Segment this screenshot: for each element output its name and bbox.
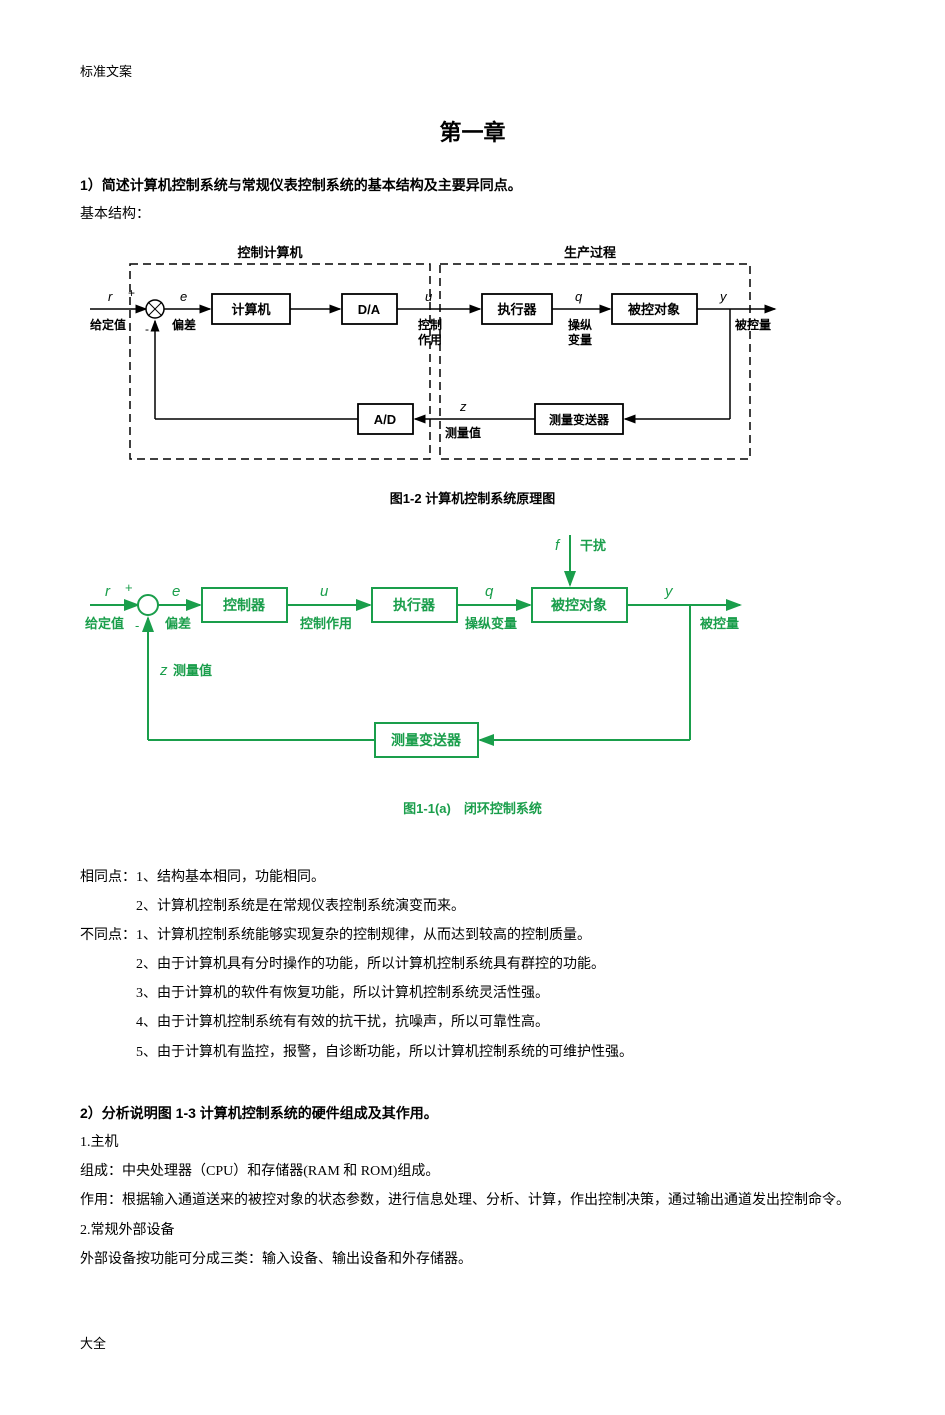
svg-text:r: r [105,583,111,600]
svg-text:执行器: 执行器 [393,597,436,613]
svg-text:+: + [125,580,133,595]
svg-text:被控量: 被控量 [699,616,739,631]
diagram-2: f 干扰 r + 给定值 - e 偏差 控制器 u 控制作用 执行器 q 操纵变… [80,530,865,789]
q2-s2-body: 外部设备按功能可分成三类：输入设备、输出设备和外存储器。 [80,1247,865,1272]
svg-text:z: z [159,662,168,679]
svg-text:q: q [485,583,494,600]
svg-text:u: u [320,583,329,600]
d1-caption: 图1-2 计算机控制系统原理图 [80,487,865,510]
diff-2: 3、由于计算机的软件有恢复功能，所以计算机控制系统灵活性强。 [80,981,865,1006]
svg-text:e: e [180,289,187,304]
diff-4: 5、由于计算机有监控，报警，自诊断功能，所以计算机控制系统的可维护性强。 [80,1040,865,1065]
d2-caption: 图1-1(a) 闭环控制系统 [80,797,865,820]
svg-text:计算机: 计算机 [231,302,270,317]
svg-text:e: e [172,583,180,600]
svg-text:A/D: A/D [374,412,396,427]
same-0: 相同点：1、结构基本相同，功能相同。 [80,865,865,890]
svg-text:操纵: 操纵 [568,317,592,332]
svg-text:偏差: 偏差 [165,616,191,631]
q2-title: 2）分析说明图 1-3 计算机控制系统的硬件组成及其作用。 [80,1101,865,1126]
page-header: 标准文案 [80,60,865,83]
svg-text:测量值: 测量值 [445,425,481,440]
svg-text:测量变送器: 测量变送器 [549,412,610,427]
svg-text:控制作用: 控制作用 [300,616,352,631]
page-footer: 大全 [80,1332,865,1355]
svg-text:被控对象: 被控对象 [551,597,607,613]
svg-text:f: f [555,537,561,554]
svg-text:控制: 控制 [418,317,442,332]
q1-title: 1）简述计算机控制系统与常规仪表控制系统的基本结构及主要异同点。 [80,173,865,198]
svg-text:y: y [664,583,674,600]
q2-s1-comp: 组成：中央处理器（CPU）和存储器(RAM 和 ROM)组成。 [80,1159,865,1184]
svg-text:+: + [128,286,135,300]
q2-s2-title: 2.常规外部设备 [80,1218,865,1243]
d1-sec-right: 生产过程 [564,245,616,260]
svg-text:给定值: 给定值 [85,616,124,631]
svg-text:干扰: 干扰 [580,538,606,553]
svg-text:-: - [145,322,149,336]
svg-text:控制器: 控制器 [223,597,266,613]
svg-text:被控量: 被控量 [735,317,771,332]
q2-s1-use: 作用：根据输入通道送来的被控对象的状态参数，进行信息处理、分析、计算，作出控制决… [80,1188,865,1213]
svg-text:操纵变量: 操纵变量 [465,616,517,631]
diagram-1: 控制计算机 生产过程 r + 给定值 - e 偏差 计算机 D/A u 控制 作… [80,239,865,478]
diff-3: 4、由于计算机控制系统有有效的抗干扰，抗噪声，所以可靠性高。 [80,1010,865,1035]
diff-0: 不同点：1、计算机控制系统能够实现复杂的控制规律，从而达到较高的控制质量。 [80,923,865,948]
svg-text:r: r [108,289,113,304]
svg-text:测量变送器: 测量变送器 [391,732,462,748]
same-1: 2、计算机控制系统是在常规仪表控制系统演变而来。 [80,894,865,919]
chapter-title: 第一章 [80,113,865,153]
svg-text:测量值: 测量值 [173,663,212,678]
diff-1: 2、由于计算机具有分时操作的功能，所以计算机控制系统具有群控的功能。 [80,952,865,977]
svg-text:作用: 作用 [418,332,442,347]
svg-text:z: z [459,399,467,414]
svg-text:-: - [135,618,139,633]
svg-text:给定值: 给定值 [90,317,126,332]
svg-text:偏差: 偏差 [172,317,196,332]
svg-text:D/A: D/A [358,302,381,317]
svg-text:y: y [719,289,728,304]
svg-text:被控对象: 被控对象 [627,302,680,317]
svg-text:变量: 变量 [568,332,592,347]
q1-sub: 基本结构： [80,202,865,227]
svg-text:q: q [575,289,583,304]
d1-sec-left: 控制计算机 [237,245,302,260]
q2-s1-title: 1.主机 [80,1130,865,1155]
svg-text:执行器: 执行器 [497,302,537,317]
svg-text:u: u [425,289,432,304]
